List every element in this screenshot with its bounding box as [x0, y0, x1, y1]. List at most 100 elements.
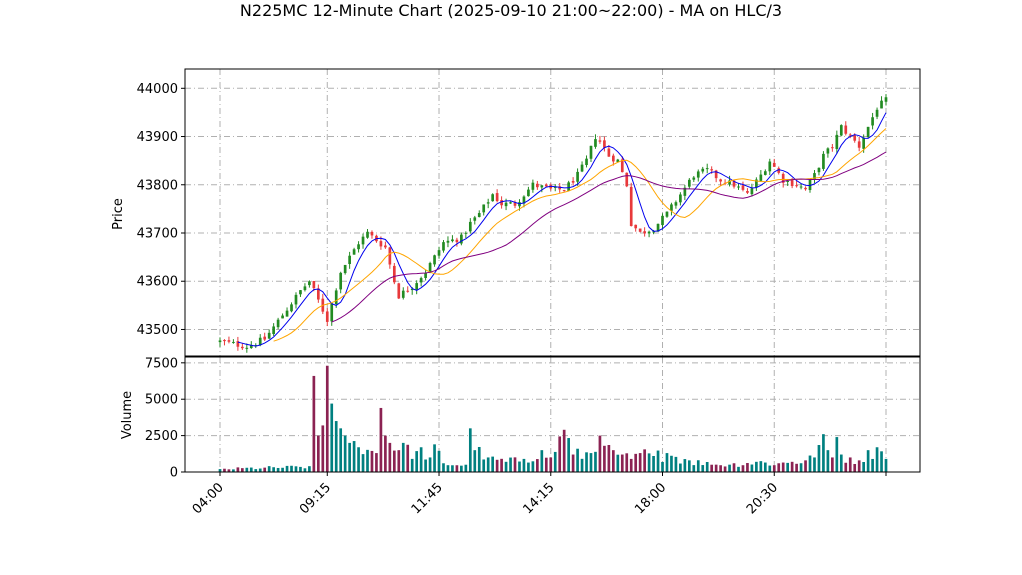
candle-body	[451, 239, 454, 242]
volume-bar	[285, 465, 289, 472]
volume-bar	[670, 455, 673, 472]
candle-body	[576, 171, 579, 182]
candle-body	[518, 202, 521, 207]
volume-bar	[884, 458, 888, 472]
volume-bar	[786, 462, 790, 472]
volume-bar	[379, 407, 383, 472]
volume-bar	[576, 448, 579, 472]
candle-body	[464, 232, 468, 234]
volume-bar	[249, 467, 253, 472]
candle-body	[527, 189, 530, 197]
candle-body	[687, 179, 691, 187]
volume-bar	[795, 463, 798, 472]
candle-body	[316, 288, 320, 300]
volume-bar	[839, 454, 843, 472]
candle-body	[267, 332, 271, 339]
volume-bar	[303, 468, 307, 472]
candle-body	[397, 283, 401, 299]
candle-body	[692, 177, 696, 180]
candle-body	[880, 100, 883, 109]
candle-body	[281, 315, 284, 319]
volume-bar	[366, 449, 369, 472]
volume-bar	[464, 464, 468, 472]
candle-body	[612, 155, 615, 162]
volume-bar	[866, 450, 870, 472]
candle-body	[674, 202, 678, 206]
xtick-label: 09:15	[297, 480, 334, 517]
volume-bar	[419, 447, 423, 472]
volume-bar	[357, 447, 360, 472]
volume-bar	[392, 450, 396, 472]
candle-body	[339, 272, 343, 290]
volume-bar	[406, 444, 410, 472]
volume-bar	[714, 464, 718, 472]
volume-bar	[446, 465, 450, 472]
volume-bar	[826, 450, 830, 472]
volume-bar	[397, 450, 401, 472]
candle-body	[290, 304, 293, 312]
volume-bar	[509, 457, 512, 472]
candle-body	[598, 140, 602, 142]
xtick-label: 04:00	[190, 480, 227, 517]
volume-bar	[223, 468, 226, 472]
candle-body	[871, 117, 874, 126]
candle-body	[419, 278, 423, 283]
volume-bar	[813, 457, 816, 472]
volume-bar	[674, 456, 678, 472]
candle-body	[781, 173, 785, 183]
volume-bar	[629, 458, 633, 472]
volume-bar	[236, 467, 240, 472]
volume-bar	[321, 425, 325, 472]
candle-body	[732, 180, 736, 187]
volume-bar	[719, 465, 722, 472]
candle-body	[589, 145, 593, 159]
volume-bar	[518, 461, 521, 472]
volume-ytick-label: 7500	[145, 356, 178, 371]
candle-body	[415, 283, 419, 290]
price-ytick-label: 43700	[137, 227, 178, 242]
candle-body	[468, 221, 472, 232]
volume-bar	[500, 458, 503, 472]
candle-body	[446, 240, 450, 243]
volume-bar	[701, 465, 705, 472]
volume-bar	[388, 442, 392, 472]
volume-bar	[415, 451, 419, 472]
candle-body	[473, 217, 477, 221]
volume-bar	[683, 459, 687, 472]
candle-body	[455, 239, 459, 243]
candle-body	[218, 340, 222, 343]
volume-bar	[267, 466, 271, 472]
volume-bar	[741, 465, 745, 472]
volume-bar	[723, 466, 727, 472]
candle-body	[835, 134, 839, 150]
candle-body	[428, 263, 432, 273]
candle-body	[325, 311, 329, 322]
candle-body	[772, 162, 776, 167]
candle-body	[634, 224, 638, 229]
candle-body	[536, 183, 539, 188]
candle-body	[710, 169, 714, 171]
candle-body	[643, 231, 646, 234]
candle-body	[442, 242, 445, 251]
candle-body	[504, 202, 508, 207]
volume-bar	[361, 454, 365, 472]
volume-bar	[544, 457, 548, 472]
volume-bar	[263, 467, 267, 472]
volume-bar	[647, 453, 651, 472]
volume-bar	[848, 457, 852, 472]
volume-bar	[857, 460, 861, 472]
candle-body	[258, 337, 262, 346]
volume-bar	[343, 435, 347, 472]
volume-bar	[589, 453, 593, 472]
candle-body	[509, 202, 512, 204]
candle-body	[433, 255, 436, 265]
volume-bar	[768, 465, 772, 472]
candle-body	[728, 180, 731, 185]
volume-bar	[495, 459, 499, 472]
candle-body	[571, 180, 575, 183]
volume-bar	[290, 465, 293, 472]
candle-body	[562, 190, 566, 192]
volume-bar	[835, 437, 839, 472]
volume-bar	[777, 463, 781, 472]
candle-body	[848, 134, 852, 136]
